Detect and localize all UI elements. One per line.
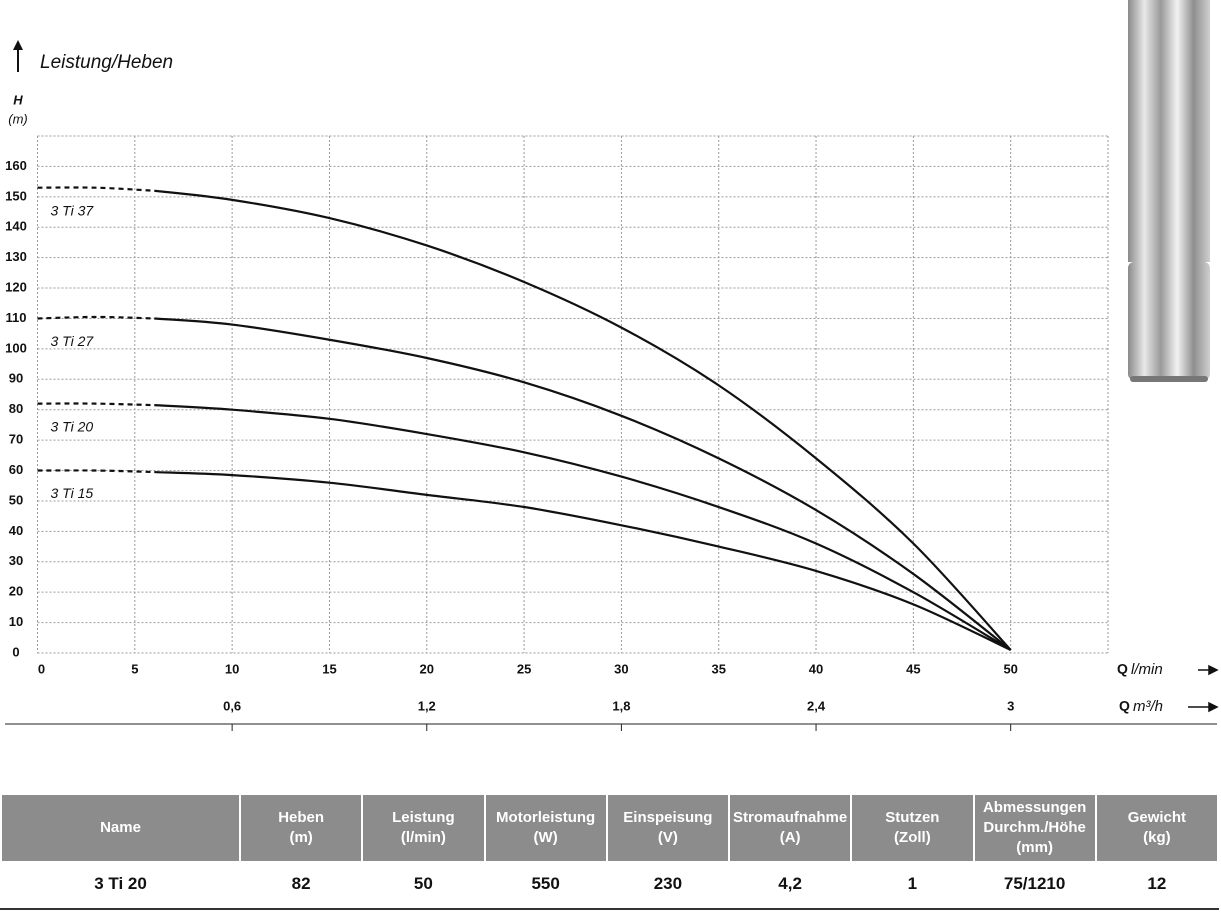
x-tick-label: 0 <box>38 661 45 676</box>
x-tick-label: 30 <box>614 661 628 676</box>
header-text: (l/min) <box>400 829 446 846</box>
y-tick-label: 160 <box>5 158 27 173</box>
y-axis-unit: (m) <box>8 111 28 126</box>
header-text: (W) <box>533 829 558 846</box>
axis-arrows <box>1188 664 1219 713</box>
title-arrow <box>13 40 23 72</box>
x-tick-label: 25 <box>517 661 531 676</box>
series-label: 3 Ti 20 <box>51 418 94 434</box>
table-cell: 82 <box>291 874 311 893</box>
y-tick-label: 80 <box>9 401 23 416</box>
header-cell: Einspeisung (V) <box>607 795 728 861</box>
x2-axis-unit: m³/h <box>1133 698 1163 715</box>
header-cell: Gewicht (kg) <box>1096 795 1217 861</box>
y-tick-label: 20 <box>9 584 23 599</box>
series-label: 3 Ti 15 <box>51 485 94 501</box>
curve-extrapolated <box>37 186 155 192</box>
header-cell: Stromaufnahme (A) <box>730 795 851 861</box>
x2-tick-label: 1,2 <box>418 698 436 713</box>
header-text: Abmessungen <box>982 799 1087 816</box>
table-cell: 550 <box>531 874 560 893</box>
header-text: Durchm./Höhe <box>983 819 1086 836</box>
x2-tick-label: 3 <box>1007 698 1014 713</box>
x2-axis-symbol: Q <box>1119 698 1130 714</box>
pump-image <box>1128 0 1210 382</box>
x-tick-label: 5 <box>131 661 138 676</box>
x2-tick-label: 0,6 <box>223 698 241 713</box>
header-text: (Zoll) <box>894 829 931 846</box>
curve-extrapolated <box>37 315 155 320</box>
curve-extrapolated <box>37 402 155 407</box>
header-text: Gewicht <box>1127 809 1187 826</box>
y-tick-label: 10 <box>9 614 23 629</box>
y-tick-label: 140 <box>5 219 27 234</box>
y-tick-label: 70 <box>9 432 23 447</box>
table-cell: 4,2 <box>778 874 802 893</box>
x-tick-label: 20 <box>420 661 434 676</box>
header-text: (kg) <box>1143 829 1171 846</box>
header-cell: Motorleistung (W) <box>485 795 606 861</box>
x-tick-label: 10 <box>225 661 239 676</box>
y-tick-label: 130 <box>5 249 27 264</box>
y-tick-label: 60 <box>9 462 23 477</box>
header-text: (m) <box>289 829 313 846</box>
header-cell: Stutzen (Zoll) <box>852 795 973 861</box>
header-text: Einspeisung <box>623 809 713 826</box>
x-tick-label: 45 <box>906 661 920 676</box>
x-tick-label: 15 <box>322 661 336 676</box>
header-text: Leistung <box>392 809 455 826</box>
table-cell: 75/1210 <box>1003 874 1066 893</box>
header-text: (A) <box>779 829 801 846</box>
header-cell: Abmessungen Durchm./Höhe (mm) <box>974 795 1095 861</box>
curve <box>154 189 1012 651</box>
y-tick-label: 40 <box>9 523 23 538</box>
table-cell: 50 <box>413 874 433 893</box>
header-text: Stutzen <box>885 809 940 826</box>
y-tick-label: 0 <box>12 644 19 659</box>
curve <box>154 317 1012 651</box>
x-axis-unit: l/min <box>1131 661 1163 678</box>
y-tick-label: 30 <box>9 553 23 568</box>
chart-title: Leistung/Heben <box>40 52 173 73</box>
series-label: 3 Ti 27 <box>51 333 95 349</box>
y-tick-label: 100 <box>5 340 27 355</box>
header-cell: Heben (m) <box>241 795 362 861</box>
header-text: Stromaufnahme <box>733 809 848 826</box>
y-tick-label: 120 <box>5 279 27 294</box>
table-cell: 3 Ti 20 <box>94 874 147 893</box>
table-header: Name Heben (m) Leistung (l/min) Motorleistung… <box>2 795 1217 861</box>
table-body: 3 Ti 20 82 50 550 230 4,2 1 75/1210 12 <box>2 863 1217 905</box>
header-text: Name <box>100 819 141 836</box>
header-text: Motorleistung <box>496 809 596 826</box>
header-text: Heben <box>278 809 325 826</box>
series-label: 3 Ti 37 <box>51 202 95 218</box>
table-rule <box>0 908 1219 910</box>
curve <box>154 404 1012 651</box>
y-tick-label: 50 <box>9 492 23 507</box>
header-cell: Leistung (l/min) <box>363 795 484 861</box>
spec-table: Name Heben (m) Leistung (l/min) Motorleistung… <box>0 793 1219 907</box>
x2-tick-label: 1,8 <box>612 698 630 713</box>
header-cell: Name <box>2 795 239 861</box>
table-row: 3 Ti 20 82 50 550 230 4,2 1 75/1210 12 <box>2 863 1217 905</box>
curve-extrapolated <box>37 469 155 474</box>
x-tick-label: 50 <box>1003 661 1017 676</box>
table-cell: 1 <box>907 874 918 893</box>
y-tick-label: 150 <box>5 188 27 203</box>
table-cell: 12 <box>1147 874 1167 893</box>
x-tick-label: 40 <box>809 661 823 676</box>
table-cell: 230 <box>653 874 683 893</box>
curve <box>154 470 1012 651</box>
x2-tick-label: 2,4 <box>807 698 826 713</box>
header-text: (mm) <box>1016 839 1053 856</box>
x-axis-symbol: Q <box>1117 661 1128 677</box>
y-tick-label: 90 <box>9 371 23 386</box>
x-tick-label: 35 <box>711 661 725 676</box>
header-text: (V) <box>657 829 678 846</box>
y-axis-label: H <box>13 92 23 107</box>
y-tick-label: 110 <box>6 310 27 325</box>
